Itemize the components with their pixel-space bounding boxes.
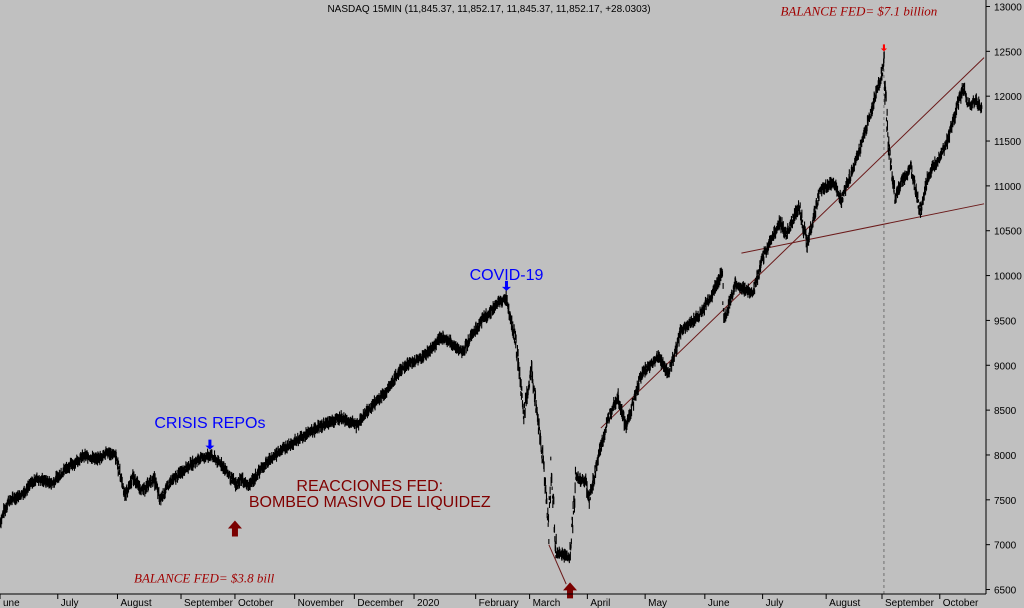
y-tick-label: 11000 (994, 182, 1022, 193)
chart-annotations: NASDAQ 15MIN (11,845.37, 11,852.17, 11,8… (134, 3, 937, 585)
x-tick-label: May (648, 598, 667, 608)
fed-reaction-annotation: REACCIONES FED: (296, 478, 443, 495)
up-arrow-icon (227, 520, 242, 537)
x-tick-label: April (590, 598, 610, 608)
x-tick-label: 2020 (417, 598, 440, 608)
y-tick-label: 8000 (994, 451, 1017, 462)
x-tick-label: December (357, 598, 404, 608)
x-tick-label: August (120, 598, 151, 608)
y-tick-label: 12500 (994, 47, 1022, 58)
y-tick-label: 7500 (994, 496, 1017, 507)
down-arrow-icon (205, 439, 215, 450)
x-tick-label: November (298, 598, 345, 608)
y-tick-label: 13000 (994, 2, 1022, 13)
fed-balance-high-annotation: BALANCE FED= $7.1 billion (780, 3, 937, 18)
chart-arrows (205, 44, 888, 599)
trend-line (548, 544, 567, 585)
x-tick-label: September (885, 598, 935, 608)
y-tick-label: 10500 (994, 227, 1022, 238)
up-arrow-icon (563, 582, 578, 599)
price-series (0, 51, 983, 564)
x-tick-label: February (479, 598, 519, 608)
trend-lines (548, 57, 985, 585)
repo-crisis-annotation: CRISIS REPOs (154, 415, 265, 432)
y-tick-label: 6500 (994, 586, 1017, 597)
y-tick-label: 10000 (994, 272, 1022, 283)
trend-line (741, 203, 985, 254)
y-tick-label: 8500 (994, 406, 1017, 417)
x-tick-label: une (3, 598, 20, 608)
x-tick-label: July (766, 598, 784, 608)
y-tick-label: 9000 (994, 361, 1017, 372)
down-arrow-icon (501, 280, 511, 291)
fed-balance-low-annotation: BALANCE FED= $3.8 bill (134, 570, 275, 585)
y-tick-label: 7000 (994, 541, 1017, 552)
y-tick-label: 12000 (994, 92, 1022, 103)
down-arrow-icon (880, 44, 888, 52)
x-tick-label: July (61, 598, 79, 608)
chart-header: NASDAQ 15MIN (11,845.37, 11,852.17, 11,8… (327, 4, 650, 15)
x-tick-label: October (238, 598, 274, 608)
x-tick-label: June (708, 598, 730, 608)
x-tick-label: October (943, 598, 979, 608)
y-tick-label: 9500 (994, 316, 1017, 327)
price-line (0, 51, 983, 564)
x-tick-label: August (829, 598, 860, 608)
covid-annotation: COVID-19 (470, 267, 544, 284)
x-tick-label: March (533, 598, 561, 608)
liquidity-annotation: BOMBEO MASIVO DE LIQUIDEZ (249, 494, 491, 511)
x-tick-label: September (184, 598, 234, 608)
y-tick-label: 11500 (994, 137, 1022, 148)
